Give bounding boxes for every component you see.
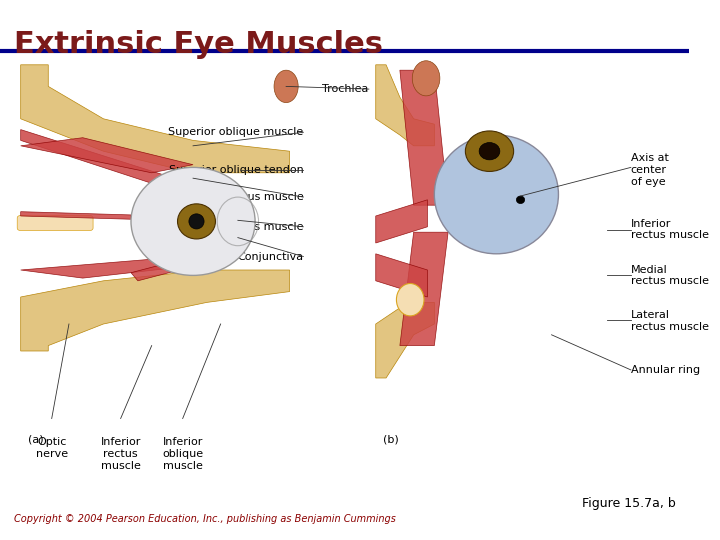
- Text: Lateral
rectus muscle: Lateral rectus muscle: [631, 310, 708, 332]
- Text: (b): (b): [382, 435, 398, 445]
- Ellipse shape: [465, 131, 513, 172]
- Polygon shape: [21, 212, 131, 219]
- FancyBboxPatch shape: [17, 215, 93, 231]
- Ellipse shape: [413, 60, 440, 96]
- Polygon shape: [21, 138, 193, 173]
- Text: Conjunctiva: Conjunctiva: [237, 252, 303, 261]
- Text: (a): (a): [27, 435, 43, 445]
- Text: Axis at
center
of eye: Axis at center of eye: [631, 153, 669, 187]
- Text: Lateral rectus muscle: Lateral rectus muscle: [183, 222, 303, 232]
- Text: Trochlea: Trochlea: [323, 84, 369, 94]
- Polygon shape: [376, 200, 428, 243]
- Ellipse shape: [479, 143, 500, 160]
- Polygon shape: [21, 65, 289, 173]
- Text: Inferior
oblique
muscle: Inferior oblique muscle: [162, 437, 203, 470]
- Text: Superior rectus muscle: Superior rectus muscle: [174, 192, 303, 202]
- Polygon shape: [376, 302, 434, 378]
- Ellipse shape: [189, 214, 204, 229]
- Ellipse shape: [516, 196, 525, 204]
- Polygon shape: [21, 270, 289, 351]
- Text: Superior oblique tendon: Superior oblique tendon: [168, 165, 303, 175]
- Ellipse shape: [434, 135, 559, 254]
- Text: Inferior
rectus
muscle: Inferior rectus muscle: [101, 437, 141, 470]
- Ellipse shape: [131, 167, 255, 275]
- Text: Medial
rectus muscle: Medial rectus muscle: [631, 265, 708, 286]
- Ellipse shape: [397, 284, 424, 316]
- Polygon shape: [376, 65, 434, 146]
- Polygon shape: [400, 232, 448, 346]
- Text: Inferior
rectus muscle: Inferior rectus muscle: [631, 219, 708, 240]
- Polygon shape: [131, 246, 241, 281]
- Polygon shape: [400, 70, 448, 205]
- Ellipse shape: [274, 70, 298, 103]
- Text: Optic
nerve: Optic nerve: [36, 437, 68, 459]
- Text: Annular ring: Annular ring: [631, 365, 700, 375]
- Text: Extrinsic Eye Muscles: Extrinsic Eye Muscles: [14, 30, 383, 59]
- Text: Superior oblique muscle: Superior oblique muscle: [168, 127, 303, 137]
- Polygon shape: [21, 130, 183, 190]
- Polygon shape: [21, 259, 193, 278]
- Polygon shape: [376, 254, 428, 297]
- Text: Copyright © 2004 Pearson Education, Inc., publishing as Benjamin Cummings: Copyright © 2004 Pearson Education, Inc.…: [14, 514, 396, 524]
- Text: Figure 15.7a, b: Figure 15.7a, b: [582, 497, 675, 510]
- Ellipse shape: [178, 204, 215, 239]
